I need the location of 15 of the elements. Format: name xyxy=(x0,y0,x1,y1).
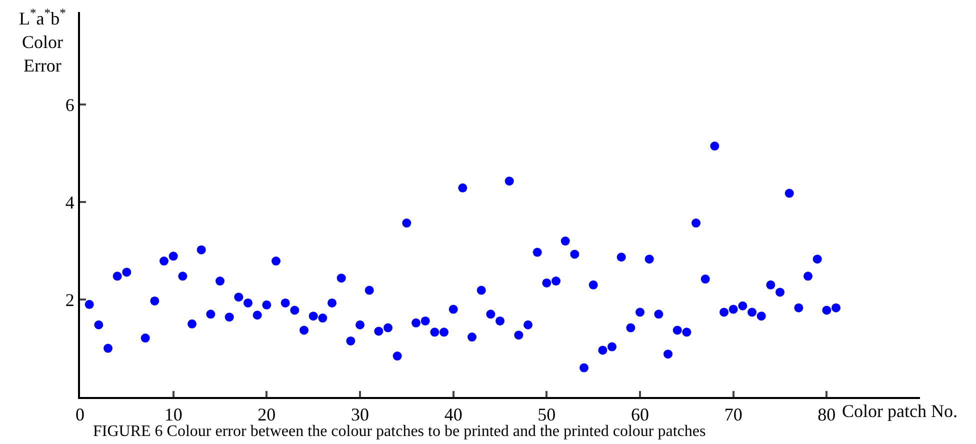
y-tick-label: 2 xyxy=(65,290,74,310)
x-tick-label: 50 xyxy=(538,404,556,425)
y-axis-title: L$^{*}$a$^{*}$b$^{*}$ Color Error xyxy=(19,6,66,76)
caption: FIGURE 6 Colour error between the colour patches to be printed and the printed colour patches xyxy=(93,423,706,440)
x-tick-label: 0 xyxy=(76,404,84,425)
y-tick-label: 6 xyxy=(65,94,74,115)
x-axis-title: Color patch No. xyxy=(842,401,958,421)
x-tick-label: 80 xyxy=(818,404,836,425)
x-tick-label: 40 xyxy=(444,404,462,425)
y-tick-label: 4 xyxy=(65,192,74,212)
x-tick-label: 60 xyxy=(631,404,649,425)
x-tick-label: 20 xyxy=(258,404,276,425)
x-tick-label: 10 xyxy=(164,404,182,425)
x-tick-label: 70 xyxy=(724,404,742,425)
x-tick-label: 30 xyxy=(351,404,369,425)
